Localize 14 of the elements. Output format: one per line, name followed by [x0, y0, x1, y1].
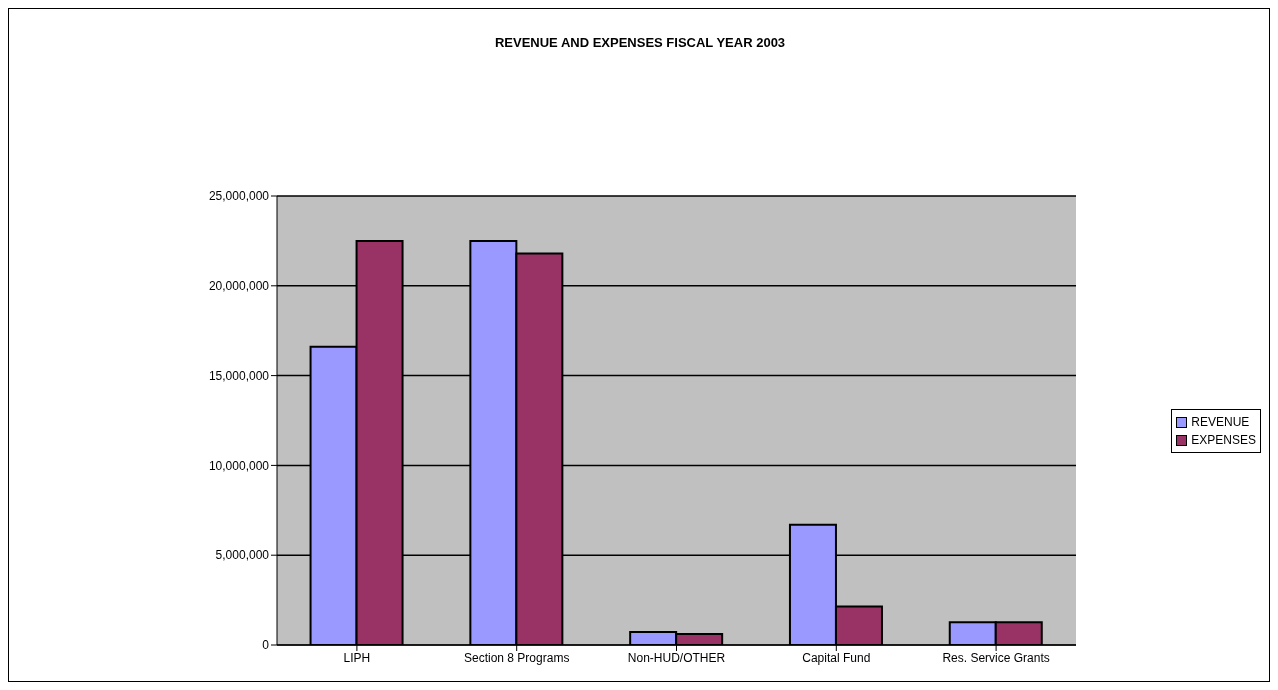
y-tick-label: 0: [262, 638, 270, 653]
chart-title: REVENUE AND EXPENSES FISCAL YEAR 2003: [493, 35, 787, 50]
y-tick-label: 15,000,000: [208, 368, 270, 383]
legend-label: REVENUE: [1191, 414, 1250, 431]
legend-label: EXPENSES: [1191, 432, 1256, 449]
x-tick-label: Capital Fund: [802, 650, 871, 665]
x-tick-label: Non-HUD/OTHER: [627, 650, 726, 665]
x-tick-label: Res. Service Grants: [942, 650, 1050, 665]
y-tick-label: 5,000,000: [215, 548, 270, 563]
y-tick-label: 25,000,000: [208, 189, 270, 204]
x-tick-label: LIPH: [343, 650, 371, 665]
x-tick-label: Section 8 Programs: [464, 650, 570, 665]
y-tick-label: 10,000,000: [208, 458, 270, 473]
y-tick-label: 20,000,000: [208, 279, 270, 294]
